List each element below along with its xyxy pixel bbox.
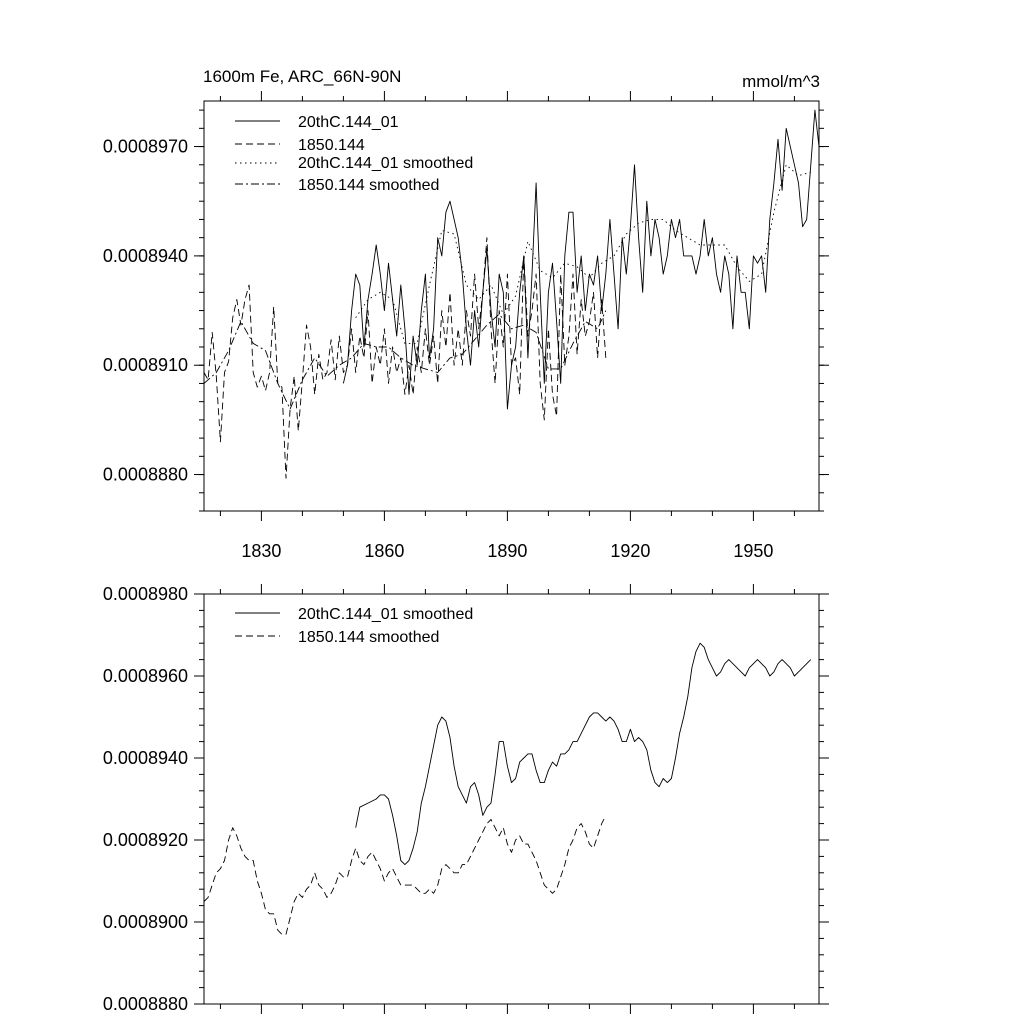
legend-label-1850-smoothed: 1850.144 smoothed (298, 629, 439, 646)
bottom-plot-frame (203, 593, 820, 1005)
y-tick-label: 0.0008910 (103, 355, 188, 375)
series-line (203, 237, 607, 479)
top-ticks (194, 91, 829, 521)
bottom-y-labels: 0.0008880 0.0008900 0.0008920 0.0008940 0.00… (103, 584, 188, 1014)
y-tick-label: 0.0008900 (103, 912, 188, 932)
x-tick-label: 1830 (241, 541, 281, 561)
series-line (203, 815, 607, 935)
top-legend: 20thC.144_01 1850.144 20thC.144_01 smoot… (235, 114, 473, 194)
y-tick-label: 0.0008940 (103, 748, 188, 768)
legend-label-1850-smoothed: 1850.144 smoothed (298, 177, 439, 194)
series-line (342, 109, 820, 410)
top-title: 1600m Fe, ARC_66N-90N (203, 67, 401, 86)
x-tick-label: 1860 (364, 541, 404, 561)
top-units: mmol/m^3 (742, 72, 820, 91)
x-tick-label: 1920 (610, 541, 650, 561)
top-plot-frame (203, 100, 820, 512)
y-tick-label: 0.0008940 (103, 246, 188, 266)
y-tick-label: 0.0008960 (103, 666, 188, 686)
x-tick-label: 1890 (487, 541, 527, 561)
bottom-legend: 20thC.144_01 smoothed 1850.144 smoothed (235, 606, 473, 646)
series-line (203, 310, 607, 410)
bottom-series (203, 642, 812, 935)
top-series (203, 109, 820, 479)
top-y-labels: 0.0008880 0.0008910 0.0008940 0.0008970 (103, 137, 188, 485)
series-line (355, 642, 812, 866)
legend-label-1850: 1850.144 (298, 137, 365, 154)
legend-label-20thc-smoothed: 20thC.144_01 smoothed (298, 155, 473, 172)
top-x-labels: 1830 1860 1890 1920 1950 (241, 541, 773, 561)
bottom-ticks (194, 584, 829, 1014)
legend-label-20thc-smoothed: 20thC.144_01 smoothed (298, 606, 473, 623)
legend-label-20thc: 20thC.144_01 (298, 114, 399, 131)
y-tick-label: 0.0008920 (103, 830, 188, 850)
x-tick-label: 1950 (733, 541, 773, 561)
y-tick-label: 0.0008880 (103, 994, 188, 1014)
y-tick-label: 0.0008980 (103, 584, 188, 604)
y-tick-label: 0.0008880 (103, 465, 188, 485)
y-tick-label: 0.0008970 (103, 137, 188, 157)
